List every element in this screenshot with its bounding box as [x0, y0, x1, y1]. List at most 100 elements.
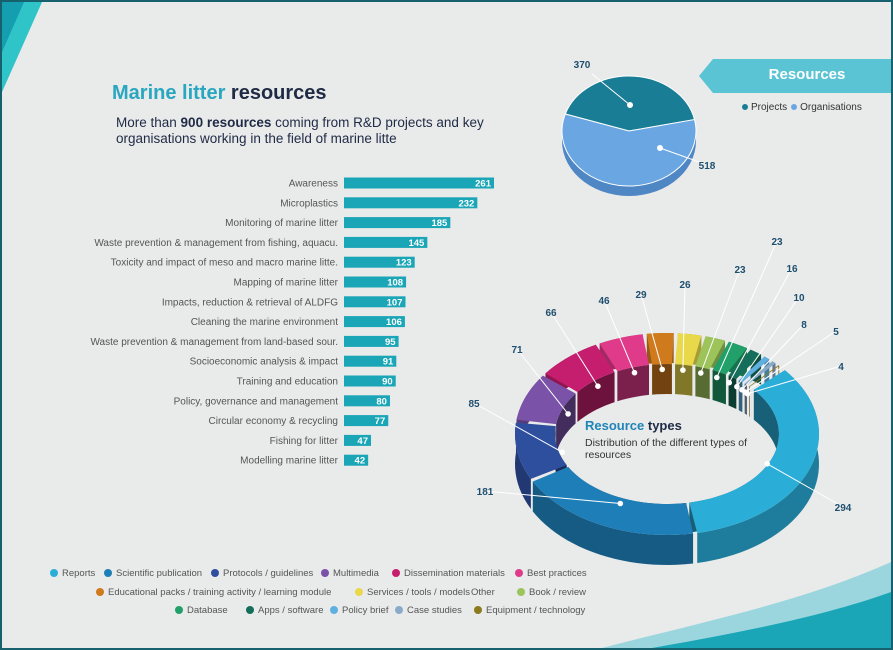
bar-value-label: 232	[458, 198, 474, 209]
donut-segment	[545, 344, 615, 392]
bar	[344, 296, 406, 308]
donut-leader	[745, 330, 837, 393]
bar	[344, 177, 494, 189]
legend-projects: Projects	[742, 102, 787, 113]
bar-category-label: Monitoring of marine litter	[225, 218, 338, 229]
donut-segment	[749, 365, 780, 387]
donut-leader	[516, 348, 569, 415]
page-subtitle: More than 900 resources coming from R&D …	[116, 115, 536, 147]
legend-item: Best practices	[515, 568, 587, 579]
legend-label: Book / review	[529, 587, 587, 598]
donut-value-label: 85	[468, 399, 480, 410]
donut-segment-inner	[577, 372, 615, 422]
legend-item: Case studies	[395, 605, 462, 616]
donut-segment-side	[532, 481, 694, 565]
bar-category-label: Impacts, reduction & retrieval of ALDFG	[162, 297, 338, 308]
donut-segment-inner	[675, 364, 693, 396]
bar-category-label: Modelling marine litter	[240, 456, 338, 467]
legend-dot	[321, 569, 329, 577]
legend-label: Database	[187, 605, 228, 616]
legend-label: Equipment / technology	[486, 605, 586, 616]
legend-dot	[246, 606, 254, 614]
donut-segment-inner	[617, 364, 650, 402]
bar	[344, 256, 415, 268]
donut-leader	[473, 402, 563, 453]
legend-organisations: Organisations	[791, 102, 862, 113]
legend-dot	[96, 588, 104, 596]
bar-category-label: Policy, governance and management	[174, 396, 339, 407]
bar	[344, 236, 428, 248]
legend-item: Multimedia	[321, 568, 379, 579]
title-rest: resources	[225, 82, 327, 104]
resource-types-highlight: Resource	[585, 418, 645, 433]
donut-leader	[736, 296, 800, 387]
bar-value-label: 106	[386, 317, 402, 328]
legend-projects-label: Projects	[751, 102, 788, 113]
legend-label: Services / tools / models	[367, 587, 470, 598]
pie-value-label: 518	[699, 161, 716, 172]
bar-category-label: Waste prevention & management from fishi…	[94, 238, 338, 249]
corner-accent-dark	[2, 2, 24, 52]
bar-value-label: 261	[475, 179, 492, 190]
bar-category-label: Awareness	[289, 179, 338, 190]
legend-dot	[175, 606, 183, 614]
bar-category-label: Waste prevention & management from land-…	[90, 337, 338, 348]
donut-value-label: 10	[793, 293, 805, 304]
donut-marker	[680, 367, 686, 373]
bar-category-label: Fishing for litter	[270, 436, 339, 447]
legend-item: Book / review	[517, 587, 586, 598]
pie-leader	[591, 73, 631, 106]
donut-value-label: 66	[545, 308, 557, 319]
subtitle-bold: 900 resources	[180, 115, 272, 130]
legend-item: Dissemination materials	[392, 568, 505, 579]
legend-item: Policy brief	[330, 605, 388, 616]
bar	[344, 217, 451, 229]
legend-label: Protocols / guidelines	[223, 568, 314, 579]
pie-slice	[561, 113, 697, 187]
donut-segment	[738, 356, 770, 383]
resource-types-subtitle: Distribution of the different types of r…	[585, 437, 748, 461]
bar	[344, 434, 372, 446]
donut-segment	[675, 333, 702, 366]
donut-segment	[728, 349, 762, 380]
legend-organisations-label: Organisations	[800, 102, 862, 113]
bar	[344, 375, 396, 387]
page-title: Marine litter resources	[112, 82, 327, 105]
donut-value-label: 71	[511, 345, 523, 356]
donut-leader	[747, 365, 842, 395]
legend-label: Reports	[62, 568, 96, 579]
legend-item: Reports	[50, 568, 95, 579]
legend-label: Dissemination materials	[404, 568, 505, 579]
bar	[344, 197, 478, 209]
donut-value-label: 26	[679, 280, 691, 291]
pie-leader	[659, 147, 703, 164]
bar-value-label: 108	[387, 278, 403, 289]
donut-marker	[659, 366, 665, 373]
bar-category-label: Socioeconomic analysis & impact	[190, 357, 339, 368]
donut-value-label: 294	[835, 503, 852, 514]
legend-label: Scientific publication	[116, 568, 203, 579]
legend-dot	[474, 606, 482, 614]
donut-leader	[728, 267, 793, 383]
subtitle-post: coming from R&D projects and key organis…	[116, 115, 484, 146]
legend-dot	[517, 588, 525, 596]
title-highlight: Marine litter	[112, 82, 226, 104]
bar-value-label: 91	[383, 357, 394, 368]
donut-leader	[766, 463, 844, 508]
legend-item: Protocols / guidelines	[211, 568, 313, 579]
bar	[344, 454, 369, 466]
legend-label: Multimedia	[333, 568, 379, 579]
legend-item: Scientific publication	[104, 568, 202, 579]
donut-value-label: 8	[801, 320, 807, 331]
donut-segment	[515, 422, 567, 479]
bar-value-label: 77	[375, 416, 386, 427]
donut-segment	[599, 334, 650, 372]
organisations-dot	[791, 104, 798, 111]
bar-value-label: 80	[376, 396, 387, 407]
legend-label: Apps / software	[258, 605, 324, 616]
